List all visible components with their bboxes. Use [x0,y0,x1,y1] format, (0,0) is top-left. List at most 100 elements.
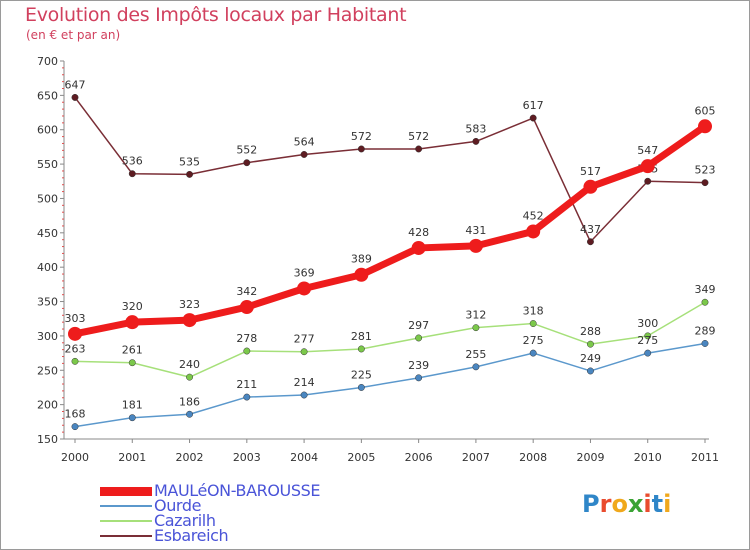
data-point [701,340,709,347]
data-label: 312 [465,309,486,322]
data-point [415,374,423,382]
data-point [300,348,308,356]
logo-letter: o [611,490,628,518]
data-label: 523 [695,164,716,177]
data-label: 349 [695,283,716,296]
data-label: 297 [408,319,429,332]
data-label: 552 [236,144,257,157]
data-point [415,334,423,342]
data-label: 647 [65,78,86,91]
series-line [74,342,706,428]
data-label: 225 [351,368,372,381]
proxiti-logo: Proxiti [582,490,671,518]
logo-letter: t [651,490,664,518]
data-label: 214 [294,376,315,389]
data-label: 323 [179,298,200,311]
data-point [472,324,480,332]
data-point [701,179,709,187]
x-tick-label: 2000 [61,451,89,464]
data-label: 431 [465,224,486,237]
data-point [587,340,594,348]
data-point [529,114,537,122]
data-label: 288 [580,325,601,338]
data-point [411,240,426,255]
x-tick-label: 2002 [176,451,204,464]
data-label: 181 [122,399,143,412]
legend-swatch-esbareich [100,535,152,537]
data-label: 547 [637,144,658,157]
x-tick-label: 2009 [576,451,604,464]
data-point [357,345,365,353]
data-point [644,177,652,185]
data-label: 572 [408,130,429,143]
data-point [71,93,79,101]
data-point [128,359,136,367]
data-label: 583 [465,122,486,135]
data-point [243,393,251,401]
data-label: 261 [122,344,143,357]
y-tick-label: 250 [37,364,58,377]
series-line [74,96,706,243]
x-tick-label: 2008 [519,451,547,464]
legend-swatch-mauleon [100,487,152,496]
data-point [698,119,712,134]
data-point [415,145,423,153]
logo-letter: i [643,490,652,518]
data-point [354,267,369,282]
x-tick-label: 2011 [691,451,719,464]
data-point [71,423,79,431]
y-tick-label: 300 [37,330,58,343]
data-label: 535 [179,155,200,168]
data-label: 303 [65,312,86,325]
x-tick-label: 2004 [290,451,318,464]
data-label: 255 [465,348,486,361]
x-tick-label: 2010 [634,451,662,464]
y-tick-label: 650 [37,89,58,102]
data-point [468,238,483,253]
data-point [357,145,365,153]
data-point [472,137,480,145]
data-point [472,363,480,371]
data-point [297,281,312,296]
data-point [644,349,652,357]
data-label: 617 [523,99,544,112]
data-point [300,391,308,399]
data-label: 168 [65,408,86,421]
legend-label: Ourde [154,496,202,515]
legend-label: MAULéON-BAROUSSE [154,481,321,500]
data-label: 428 [408,226,429,239]
data-label: 211 [236,378,257,391]
data-label: 240 [179,358,200,371]
data-point [529,320,537,327]
data-label: 389 [351,253,372,266]
data-label: 281 [351,330,372,343]
data-point [357,384,365,391]
y-tick-label: 700 [37,55,58,68]
data-label: 320 [122,300,143,313]
data-point [125,315,140,330]
data-label: 437 [580,223,601,236]
data-point [128,170,136,178]
data-point [182,313,197,328]
chart-subtitle: (en € et par an) [26,28,121,42]
logo-letter: i [663,490,672,518]
data-point [186,170,193,178]
data-label: 275 [637,334,658,347]
data-point [186,410,193,418]
x-tick-label: 2006 [405,451,433,464]
data-point [71,357,79,365]
data-label: 369 [294,266,315,279]
data-label: 572 [351,130,372,143]
data-point [644,332,652,340]
series-line [71,122,709,338]
data-point [529,349,537,357]
y-tick-label: 600 [37,124,58,137]
logo-letter: r [599,490,612,518]
data-label: 342 [236,285,257,298]
legend-swatch-ourde [100,505,152,507]
legend-label: Cazarilh [154,511,216,530]
series-line [74,301,706,378]
data-label: 275 [523,334,544,347]
